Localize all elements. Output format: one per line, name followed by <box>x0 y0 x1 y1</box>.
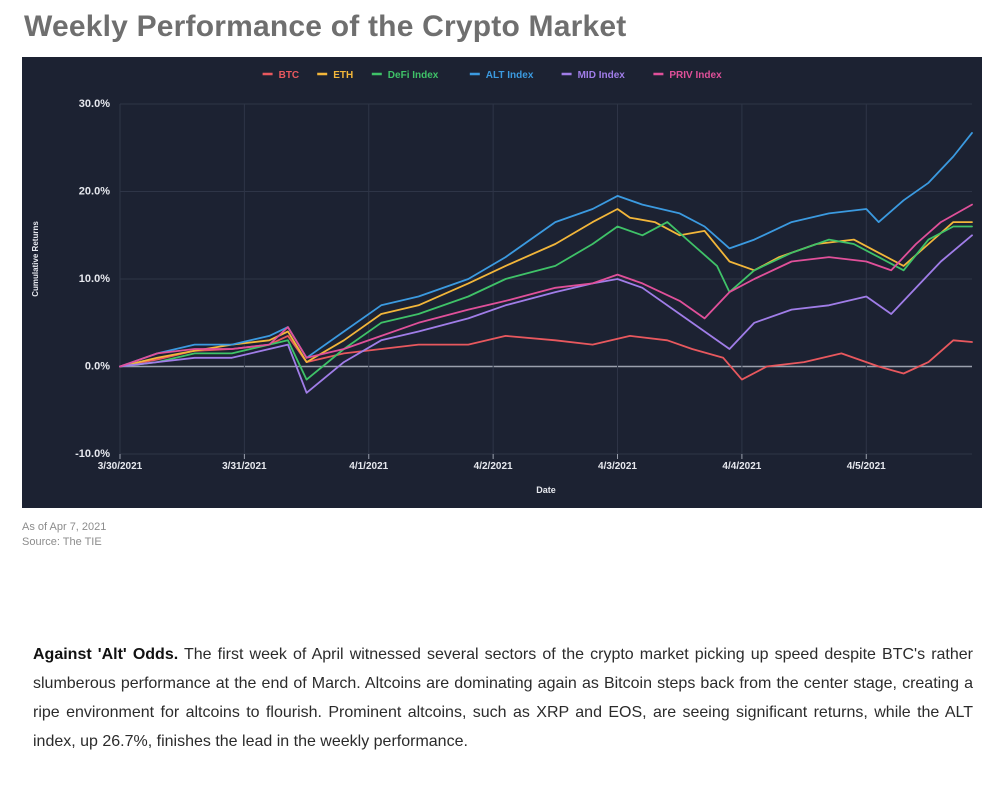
y-tick-label: 10.0% <box>79 273 110 285</box>
chart-meta: As of Apr 7, 2021 Source: The TIE <box>22 520 106 550</box>
legend-label: BTC <box>279 70 300 81</box>
legend-label: MID Index <box>578 70 626 81</box>
y-tick-label: -10.0% <box>75 448 110 460</box>
legend-label: PRIV Index <box>669 70 722 81</box>
article-body: The first week of April witnessed severa… <box>33 646 973 750</box>
x-tick-label: 4/1/2021 <box>349 461 388 472</box>
legend-label: ETH <box>333 70 353 81</box>
x-tick-label: 3/31/2021 <box>222 461 267 472</box>
y-tick-label: 0.0% <box>85 361 110 373</box>
x-axis-label: Date <box>536 485 556 495</box>
chart-panel: -10.0% 0.0% 10.0% 20.0% 30.0% 3/30/2021 3/31/2… <box>22 57 982 508</box>
series-line-eth <box>119 208 973 368</box>
series-line-alt-index <box>119 132 973 368</box>
source-note: Source: The TIE <box>22 536 102 548</box>
series-line-defi-index <box>119 221 973 381</box>
page-title: Weekly Performance of the Crypto Market <box>24 10 627 43</box>
x-tick-label: 3/30/2021 <box>98 461 143 472</box>
x-tick-label: 4/3/2021 <box>598 461 637 472</box>
y-tick-label: 20.0% <box>79 186 110 198</box>
x-tick-label: 4/4/2021 <box>722 461 761 472</box>
article-paragraph: Against 'Alt' Odds. The first week of Ap… <box>33 640 973 756</box>
y-axis-label: Cumulative Returns <box>31 221 40 297</box>
x-tick-label: 4/2/2021 <box>474 461 513 472</box>
series-line-btc <box>119 335 973 381</box>
article-lead: Against 'Alt' Odds. <box>33 646 179 663</box>
series-line-priv-index <box>119 203 973 368</box>
x-tick-label: 4/5/2021 <box>847 461 886 472</box>
as-of-date: As of Apr 7, 2021 <box>22 521 107 533</box>
legend-label: ALT Index <box>486 70 534 81</box>
legend-label: DeFi Index <box>388 70 439 81</box>
line-chart: -10.0% 0.0% 10.0% 20.0% 30.0% 3/30/2021 3/31/2… <box>31 70 973 495</box>
y-tick-label: 30.0% <box>79 98 110 110</box>
